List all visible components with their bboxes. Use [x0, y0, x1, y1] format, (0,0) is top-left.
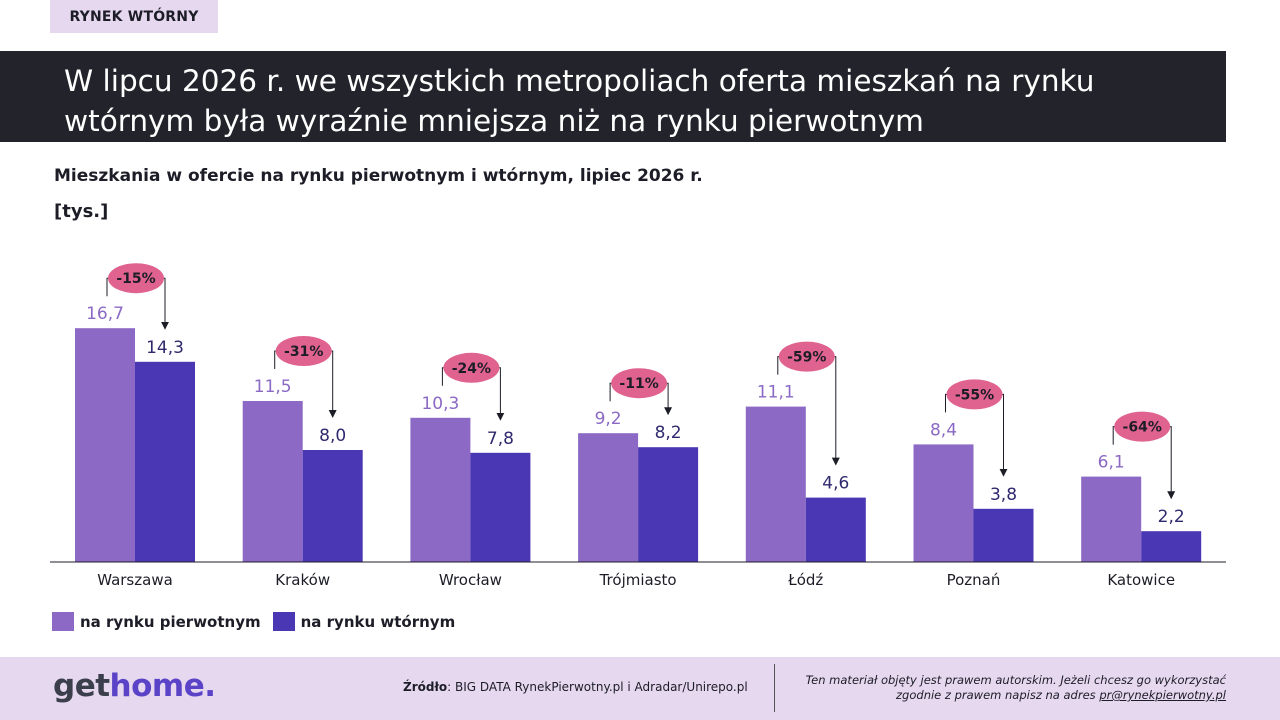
category-label-3: Trójmiasto — [599, 571, 677, 589]
bar-primary-5 — [913, 444, 974, 562]
bar-secondary-0 — [135, 361, 195, 562]
chart-unit-label: [tys.] — [54, 201, 109, 222]
data-label-primary-1: 11,5 — [254, 377, 292, 397]
legend-item-primary: na rynku pierwotnym — [52, 612, 261, 631]
bar-primary-3 — [578, 433, 639, 562]
bar-secondary-1 — [302, 450, 363, 562]
data-label-primary-5: 8,4 — [930, 420, 957, 440]
legend-label-secondary: na rynku wtórnym — [300, 612, 456, 631]
bar-secondary-3 — [638, 447, 699, 562]
footer-divider — [774, 664, 775, 712]
legend-swatch-primary — [52, 612, 74, 631]
copyright-line-2: zgodnie z prawem napisz na adres pr@ryne… — [896, 688, 1226, 702]
footer: gethome. Źródło: BIG DATA RynekPierwotny… — [0, 657, 1280, 720]
legend-swatch-secondary — [272, 612, 295, 631]
bar-primary-1 — [242, 401, 303, 562]
bar-primary-0 — [75, 328, 135, 562]
chart-legend: na rynku pierwotnym na rynku wtórnym — [52, 612, 467, 631]
difference-label-3: -11% — [619, 376, 658, 392]
data-label-secondary-0: 14,3 — [146, 338, 184, 358]
category-label-0: Warszawa — [97, 571, 173, 589]
source-label: Źródło — [403, 680, 448, 694]
copyright-line-1: Ten materiał objęty jest prawem autorski… — [805, 673, 1226, 687]
data-label-secondary-3: 8,2 — [655, 423, 682, 443]
difference-label-0: -15% — [116, 271, 155, 287]
logo-part-get: get — [53, 668, 110, 704]
difference-badge-0 — [108, 263, 164, 294]
bar-secondary-2 — [470, 452, 531, 562]
data-label-secondary-4: 4,6 — [822, 474, 849, 494]
difference-label-6: -64% — [1123, 420, 1162, 436]
source-text: : BIG DATA RynekPierwotny.pl i Adradar/U… — [447, 680, 748, 694]
category-label-2: Wrocław — [439, 571, 502, 589]
bar-secondary-5 — [973, 508, 1034, 562]
bar-primary-6 — [1081, 476, 1142, 562]
difference-label-4: -59% — [787, 350, 826, 366]
bar-secondary-4 — [805, 497, 866, 562]
data-label-secondary-5: 3,8 — [990, 485, 1017, 505]
copyright-email-link[interactable]: pr@rynekpierwotny.pl — [1099, 688, 1226, 702]
category-label-1: Kraków — [275, 571, 330, 589]
bar-primary-2 — [410, 417, 471, 562]
headline-title: W lipcu 2026 r. we wszystkich metropolia… — [64, 64, 1095, 138]
data-label-secondary-1: 8,0 — [319, 426, 346, 446]
gethome-logo: gethome. — [53, 668, 216, 704]
bar-secondary-6 — [1141, 531, 1202, 562]
difference-badge-5 — [946, 379, 1003, 410]
section-tag: RYNEK WTÓRNY — [50, 0, 218, 33]
logo-part-home: home. — [109, 668, 216, 704]
legend-label-primary: na rynku pierwotnym — [80, 612, 261, 631]
data-label-secondary-6: 2,2 — [1158, 507, 1185, 527]
category-label-4: Łódź — [787, 571, 823, 589]
headline-banner: W lipcu 2026 r. we wszystkich metropolia… — [0, 51, 1226, 142]
data-label-primary-0: 16,7 — [86, 304, 124, 324]
difference-badge-6 — [1114, 411, 1171, 442]
difference-label-2: -24% — [452, 361, 491, 377]
difference-badge-1 — [275, 336, 332, 366]
data-label-primary-4: 11,1 — [757, 383, 795, 403]
difference-badge-4 — [778, 341, 835, 372]
difference-label-1: -31% — [284, 344, 323, 360]
difference-badge-3 — [611, 368, 668, 399]
category-label-6: Katowice — [1107, 571, 1175, 589]
data-label-secondary-2: 7,8 — [487, 429, 514, 449]
data-label-primary-6: 6,1 — [1098, 453, 1125, 473]
category-label-5: Poznań — [947, 571, 1001, 589]
difference-label-5: -55% — [955, 387, 994, 403]
bar-primary-4 — [745, 406, 806, 562]
chart-title: Mieszkania w ofercie na rynku pierwotnym… — [54, 166, 703, 186]
data-label-primary-2: 10,3 — [421, 394, 459, 414]
source-note: Źródło: BIG DATA RynekPierwotny.pl i Adr… — [403, 680, 748, 694]
legend-item-secondary: na rynku wtórnym — [272, 612, 456, 631]
data-label-primary-3: 9,2 — [595, 409, 622, 429]
difference-badge-2 — [443, 352, 500, 383]
copyright-note: Ten materiał objęty jest prawem autorski… — [776, 673, 1226, 703]
